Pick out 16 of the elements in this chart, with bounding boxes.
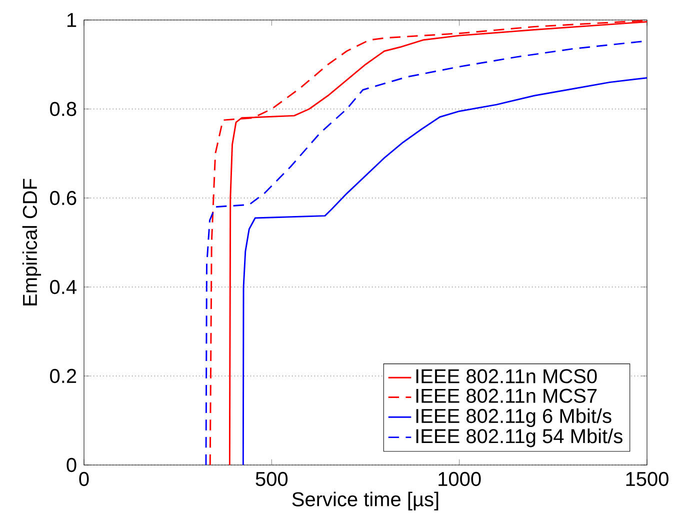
y-axis-title: Empirical CDF: [22, 178, 41, 306]
x-tick-label: 0: [79, 472, 89, 486]
y-tick-label: 0: [66, 458, 76, 472]
y-tick-label: 0.4: [50, 280, 76, 294]
x-tick-label: 1000: [438, 472, 481, 486]
y-tick-label: 0.2: [50, 368, 76, 384]
legend-label: IEEE 802.11n MCS0: [416, 369, 597, 384]
y-tick-label: 1: [67, 13, 76, 27]
legend-label: IEEE 802.11g 6 Mbit/s: [416, 408, 612, 428]
x-tick-label: 1500: [626, 472, 668, 486]
y-tick-label: 0.6: [50, 190, 76, 206]
x-tick-label: 500: [256, 472, 288, 486]
y-tick-label: 0.8: [50, 102, 76, 116]
x-axis-title: Service time [µs]: [292, 492, 438, 510]
legend-label: IEEE 802.11g 54 Mbit/s: [416, 428, 622, 448]
legend-label: IEEE 802.11n MCS7: [416, 388, 597, 403]
